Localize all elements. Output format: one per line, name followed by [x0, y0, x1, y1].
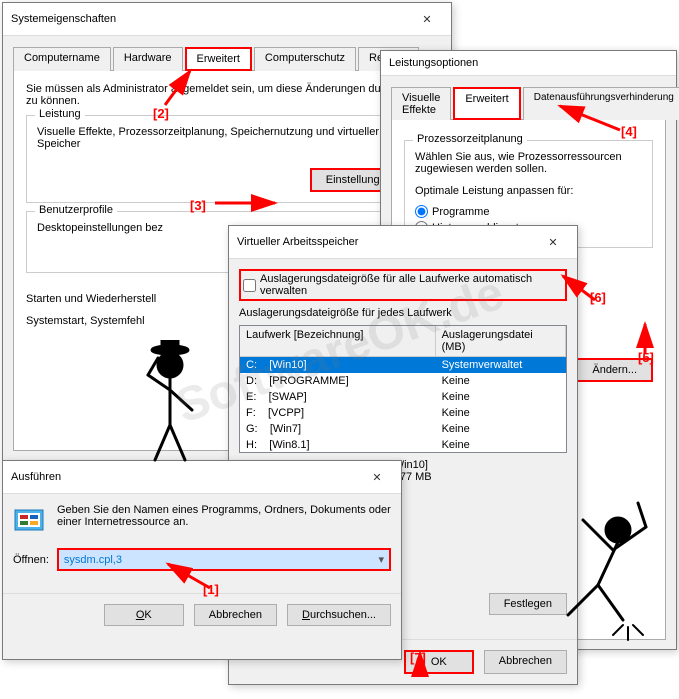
- col-drive: Laufwerk [Bezeichnung]: [240, 326, 436, 356]
- tab-dep[interactable]: Datenausführungsverhinderung: [523, 87, 679, 120]
- run-title: Ausführen: [11, 471, 61, 483]
- drives-header: Laufwerk [Bezeichnung] Auslagerungsdatei…: [240, 326, 566, 357]
- close-icon[interactable]: ✕: [537, 232, 569, 252]
- drive-row[interactable]: G: [Win7]Keine: [240, 421, 566, 437]
- size-per-drive-label: Auslagerungsdateigröße für jedes Laufwer…: [239, 307, 567, 319]
- drive-row[interactable]: H: [Win8.1]Keine: [240, 437, 566, 452]
- sysprops-tabs: Computername Hardware Erweitert Computer…: [13, 46, 441, 71]
- sched-optimal: Optimale Leistung anpassen für:: [415, 185, 642, 197]
- run-titlebar: Ausführen ✕: [3, 461, 401, 494]
- tab-advanced[interactable]: Erweitert: [185, 47, 252, 71]
- tab-perfopts-advanced[interactable]: Erweitert: [453, 87, 520, 120]
- vmdlg-ok-button[interactable]: OK: [404, 650, 474, 674]
- vmdlg-cancel-button[interactable]: Abbrechen: [484, 650, 567, 674]
- vmdlg-title: Virtueller Arbeitsspeicher: [237, 236, 358, 248]
- run-icon: [13, 504, 45, 536]
- auto-manage-row[interactable]: Auslagerungsdateigröße für alle Laufwerk…: [239, 269, 567, 301]
- auto-manage-checkbox[interactable]: [243, 279, 256, 292]
- sysprops-titlebar: Systemeigenschaften ✕: [3, 3, 451, 36]
- drive-row[interactable]: F: [VCPP]Keine: [240, 405, 566, 421]
- radio-programs-input[interactable]: [415, 205, 428, 218]
- radio-programs[interactable]: Programme: [415, 205, 489, 218]
- run-browse-button[interactable]: Durchsuchen...: [287, 604, 391, 626]
- vmdlg-titlebar: Virtueller Arbeitsspeicher ✕: [229, 226, 577, 259]
- vmem-change-button[interactable]: Ändern...: [576, 358, 653, 382]
- drives-table: Laufwerk [Bezeichnung] Auslagerungsdatei…: [239, 325, 567, 453]
- run-body: Geben Sie den Namen eines Programms, Ord…: [3, 494, 401, 593]
- run-input-value: sysdm.cpl,3: [64, 554, 122, 566]
- tab-visual-effects[interactable]: Visuelle Effekte: [391, 87, 451, 120]
- tab-protection[interactable]: Computerschutz: [254, 47, 356, 71]
- sysprops-title: Systemeigenschaften: [11, 13, 116, 25]
- perf-desc: Visuelle Effekte, Prozessorzeitplanung, …: [37, 126, 417, 150]
- perf-legend: Leistung: [35, 108, 85, 120]
- run-btn-row: OK Abbrechen Durchsuchen...: [3, 593, 401, 636]
- drive-row[interactable]: C: [Win10]Systemverwaltet: [240, 357, 566, 373]
- profiles-legend: Benutzerprofile: [35, 204, 117, 216]
- tab-hardware[interactable]: Hardware: [113, 47, 183, 71]
- sched-legend: Prozessorzeitplanung: [413, 133, 527, 145]
- performance-group: Leistung Visuelle Effekte, Prozessorzeit…: [26, 115, 428, 203]
- tab-computername[interactable]: Computername: [13, 47, 111, 71]
- perfopts-titlebar: Leistungsoptionen: [381, 51, 676, 76]
- auto-manage-label: Auslagerungsdateigröße für alle Laufwerk…: [260, 273, 563, 297]
- run-ok-button[interactable]: OK: [104, 604, 184, 626]
- run-desc: Geben Sie den Namen eines Programms, Ord…: [57, 504, 391, 528]
- close-icon[interactable]: ✕: [411, 9, 443, 29]
- col-pagefile: Auslagerungsdatei (MB): [436, 326, 566, 356]
- run-cancel-button[interactable]: Abbrechen: [194, 604, 277, 626]
- perfopts-tabs: Visuelle Effekte Erweitert Datenausführu…: [391, 86, 666, 120]
- run-dialog: Ausführen ✕ Geben Sie den Namen eines Pr…: [2, 460, 402, 660]
- drive-row[interactable]: E: [SWAP]Keine: [240, 389, 566, 405]
- sched-desc: Wählen Sie aus, wie Prozessorressourcen …: [415, 151, 642, 175]
- drive-row[interactable]: D: [PROGRAMME]Keine: [240, 373, 566, 389]
- run-open-label: Öffnen:: [13, 554, 49, 566]
- run-input[interactable]: sysdm.cpl,3 ▾: [57, 548, 391, 571]
- perfopts-title: Leistungsoptionen: [389, 57, 478, 69]
- drives-body[interactable]: C: [Win10]SystemverwaltetD: [PROGRAMME]K…: [240, 357, 566, 452]
- admin-note: Sie müssen als Administrator angemeldet …: [26, 83, 428, 107]
- radio-programs-label: Programme: [432, 206, 489, 218]
- dropdown-icon[interactable]: ▾: [378, 553, 384, 566]
- set-button[interactable]: Festlegen: [489, 593, 567, 615]
- close-icon[interactable]: ✕: [361, 467, 393, 487]
